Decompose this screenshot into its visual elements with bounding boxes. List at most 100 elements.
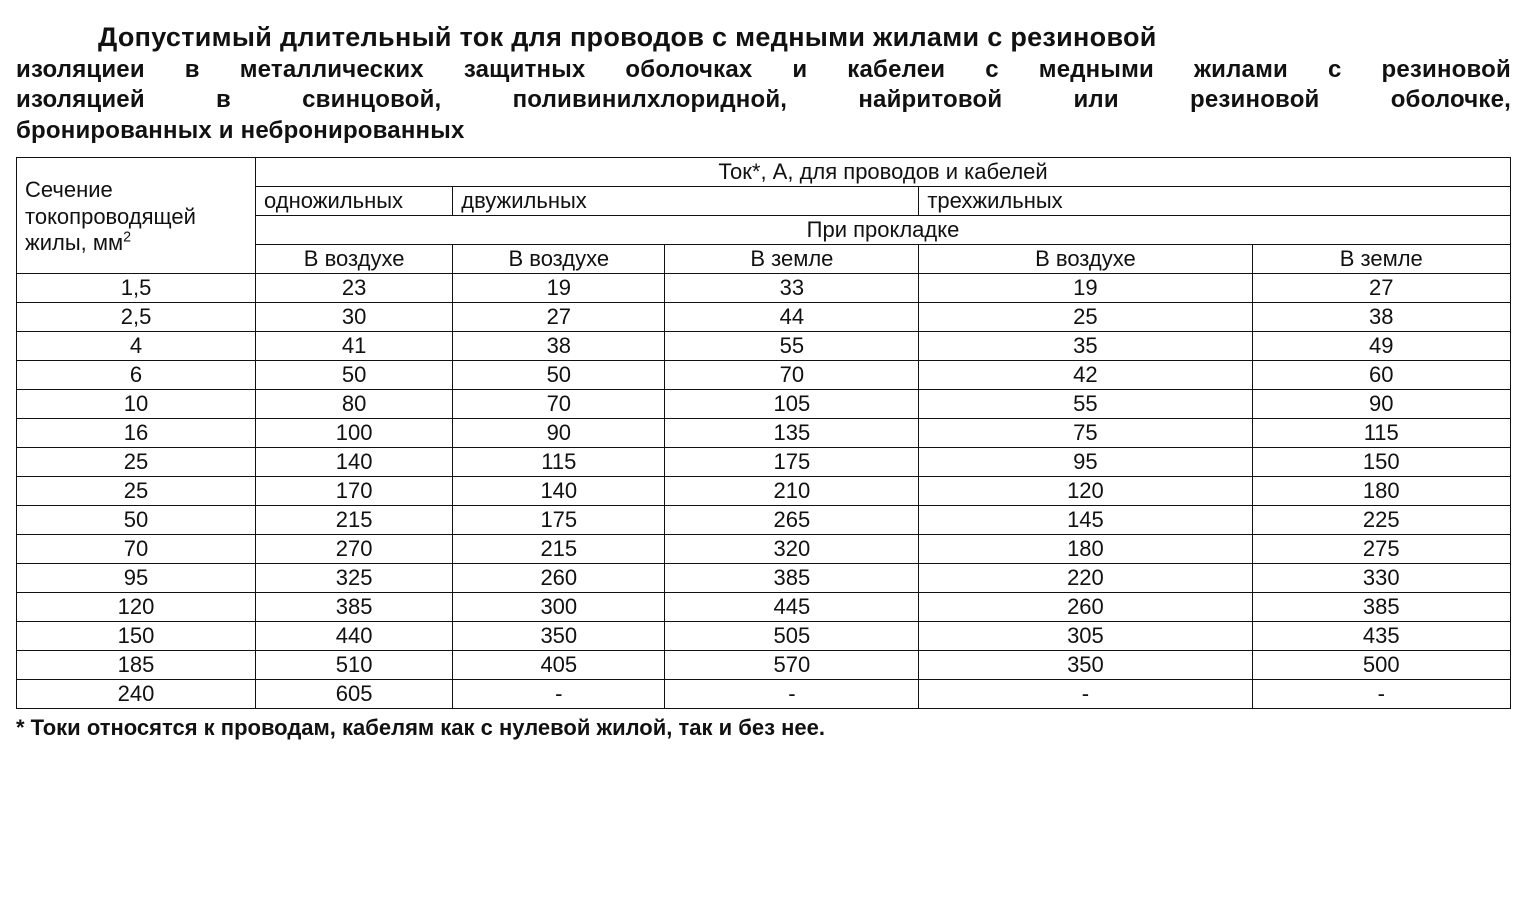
table-cell: 275	[1252, 534, 1511, 563]
table-cell: 145	[919, 505, 1252, 534]
table-cell: 35	[919, 331, 1252, 360]
header-group-triple: трехжильных	[919, 186, 1511, 215]
table-cell: 330	[1252, 563, 1511, 592]
table-row: 1080701055590	[17, 389, 1511, 418]
table-cell: 270	[256, 534, 453, 563]
table-row: 150440350505305435	[17, 621, 1511, 650]
table-cell: 33	[665, 273, 919, 302]
table-cell: -	[453, 679, 665, 708]
table-row: 240605----	[17, 679, 1511, 708]
title-line3: изоляцией в свинцовой, поливинилхлоридно…	[16, 85, 1511, 116]
table-cell: 95	[17, 563, 256, 592]
table-cell: 80	[256, 389, 453, 418]
table-cell: 95	[919, 447, 1252, 476]
table-cell: 50	[256, 360, 453, 389]
table-cell: 38	[1252, 302, 1511, 331]
table-cell: 120	[919, 476, 1252, 505]
table-cell: 500	[1252, 650, 1511, 679]
table-cell: 23	[256, 273, 453, 302]
table-cell: 38	[453, 331, 665, 360]
table-cell: 42	[919, 360, 1252, 389]
table-cell: 25	[17, 447, 256, 476]
title-line4: бронированных и небронированных	[16, 116, 1511, 147]
table-cell: 350	[919, 650, 1252, 679]
table-cell: 27	[1252, 273, 1511, 302]
title-line2: изоляциеи в металлических защитных оболо…	[16, 55, 1511, 86]
header-col-air-2: В воздухе	[453, 244, 665, 273]
table-cell: 405	[453, 650, 665, 679]
current-capacity-table: Сечение токопроводящей жилы, мм2 Ток*, А…	[16, 157, 1511, 709]
table-cell: 50	[17, 505, 256, 534]
table-cell: 105	[665, 389, 919, 418]
table-cell: 385	[1252, 592, 1511, 621]
table-cell: 385	[256, 592, 453, 621]
table-cell: 215	[256, 505, 453, 534]
table-cell: 170	[256, 476, 453, 505]
table-cell: 240	[17, 679, 256, 708]
table-cell: 220	[919, 563, 1252, 592]
table-cell: 605	[256, 679, 453, 708]
table-row: 95325260385220330	[17, 563, 1511, 592]
table-cell: 140	[453, 476, 665, 505]
table-cell: 175	[453, 505, 665, 534]
table-cell: 90	[453, 418, 665, 447]
table-cell: 385	[665, 563, 919, 592]
table-cell: 49	[1252, 331, 1511, 360]
table-cell: 300	[453, 592, 665, 621]
table-cell: 320	[665, 534, 919, 563]
table-cell: 120	[17, 592, 256, 621]
header-col-air-3: В воздухе	[919, 244, 1252, 273]
table-cell: 215	[453, 534, 665, 563]
table-row: 44138553549	[17, 331, 1511, 360]
table-cell: 150	[1252, 447, 1511, 476]
table-cell: 30	[256, 302, 453, 331]
title-line1: Допустимый длительный ток для проводов с…	[16, 20, 1511, 55]
table-cell: 435	[1252, 621, 1511, 650]
table-cell: -	[919, 679, 1252, 708]
table-header: Сечение токопроводящей жилы, мм2 Ток*, А…	[17, 157, 1511, 273]
table-cell: 25	[17, 476, 256, 505]
table-cell: 260	[919, 592, 1252, 621]
table-cell: 115	[453, 447, 665, 476]
table-cell: 175	[665, 447, 919, 476]
table-cell: 325	[256, 563, 453, 592]
table-cell: 25	[919, 302, 1252, 331]
table-cell: 135	[665, 418, 919, 447]
table-cell: 180	[1252, 476, 1511, 505]
table-row: 2,53027442538	[17, 302, 1511, 331]
table-cell: 19	[453, 273, 665, 302]
table-cell: 505	[665, 621, 919, 650]
header-group-single: одножильных	[256, 186, 453, 215]
header-group-top: Ток*, А, для проводов и кабелей	[256, 157, 1511, 186]
table-cell: 44	[665, 302, 919, 331]
table-cell: 570	[665, 650, 919, 679]
table-cell: 150	[17, 621, 256, 650]
table-cell: 55	[665, 331, 919, 360]
header-section-text: Сечение токопроводящей жилы, мм	[25, 177, 196, 255]
table-cell: 70	[665, 360, 919, 389]
header-section: Сечение токопроводящей жилы, мм2	[17, 157, 256, 273]
table-cell: -	[665, 679, 919, 708]
table-row: 2514011517595150	[17, 447, 1511, 476]
table-cell: 90	[1252, 389, 1511, 418]
table-row: 1,52319331927	[17, 273, 1511, 302]
table-cell: 100	[256, 418, 453, 447]
table-cell: 510	[256, 650, 453, 679]
header-section-sup: 2	[123, 230, 131, 246]
table-row: 65050704260	[17, 360, 1511, 389]
table-body: 1,523193319272,5302744253844138553549650…	[17, 273, 1511, 708]
table-cell: 27	[453, 302, 665, 331]
table-row: 120385300445260385	[17, 592, 1511, 621]
table-cell: 6	[17, 360, 256, 389]
header-installation: При прокладке	[256, 215, 1511, 244]
table-cell: 305	[919, 621, 1252, 650]
table-cell: 210	[665, 476, 919, 505]
table-cell: 55	[919, 389, 1252, 418]
table-row: 185510405570350500	[17, 650, 1511, 679]
table-cell: 70	[17, 534, 256, 563]
table-cell: 350	[453, 621, 665, 650]
table-cell: 50	[453, 360, 665, 389]
table-cell: 60	[1252, 360, 1511, 389]
table-row: 70270215320180275	[17, 534, 1511, 563]
table-cell: 4	[17, 331, 256, 360]
